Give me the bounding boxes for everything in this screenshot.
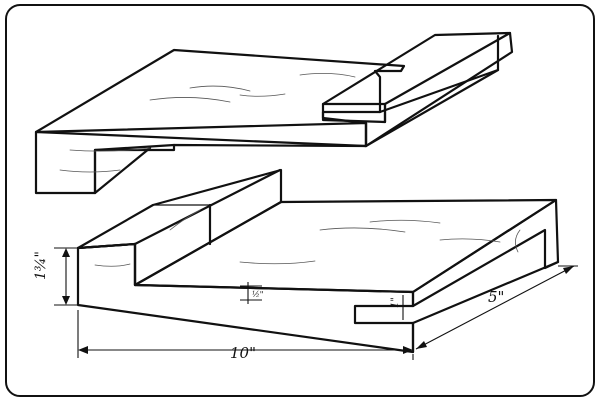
width-dim-line — [415, 265, 575, 350]
groove-depth-label: ½" — [252, 290, 263, 299]
dimension-lines — [54, 247, 578, 360]
thickness-label: 1¾" — [33, 251, 49, 280]
lower-board — [76, 168, 560, 354]
upper-groove-top — [93, 143, 176, 152]
length-label: 10" — [230, 344, 256, 362]
upper-groove-edge — [93, 146, 152, 195]
lower-groove-end — [411, 260, 560, 325]
drawing-border — [5, 4, 595, 397]
width-label: 5" — [488, 288, 504, 306]
upper-board — [34, 31, 514, 195]
tongue-height-label: 1" — [390, 297, 401, 308]
lower-board-front-face — [76, 242, 415, 354]
upper-board-end — [364, 31, 514, 148]
